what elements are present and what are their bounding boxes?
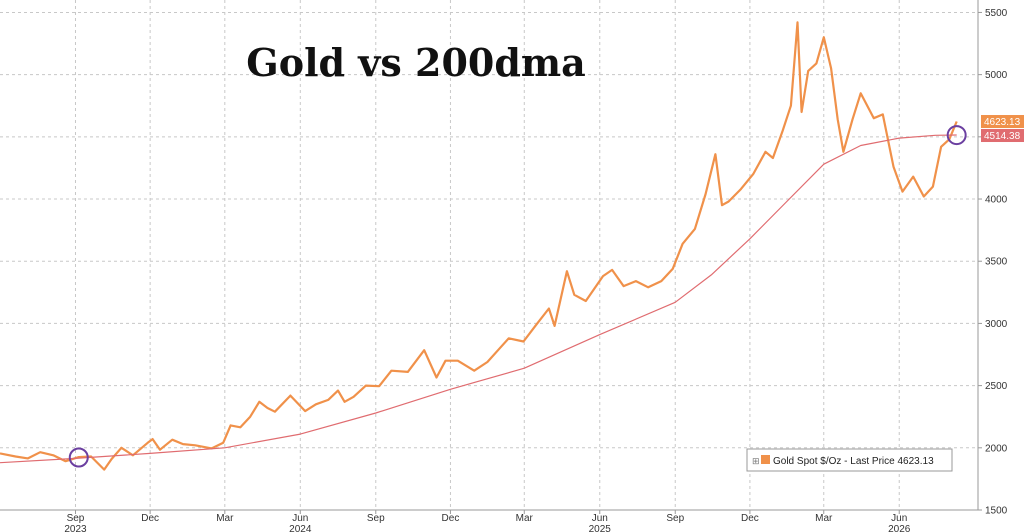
y-tick-label: 3000: [985, 319, 1008, 330]
x-tick-label: Mar: [516, 513, 534, 524]
x-tick-label: Sep: [67, 513, 85, 524]
x-year-label: 2026: [888, 524, 911, 532]
highlight-circle: [946, 125, 967, 146]
series-line-gold_spot: [0, 21, 958, 471]
last-value-label: 4514.38: [984, 131, 1021, 142]
x-tick-label: Sep: [666, 513, 684, 524]
y-tick-labels: 150020002500300035004000450050005500: [978, 8, 1008, 517]
legend-expand-icon[interactable]: ⊞: [752, 456, 760, 466]
series-layer: [0, 21, 958, 471]
annotation-layer: [68, 125, 967, 468]
grid-layer: [0, 0, 978, 511]
y-tick-label: 5000: [985, 70, 1008, 81]
last-value-label: 4623.13: [984, 117, 1021, 128]
x-tick-label: Jun: [592, 513, 608, 524]
x-tick-label: Mar: [216, 513, 234, 524]
y-tick-label: 3500: [985, 257, 1008, 268]
x-tick-label: Dec: [442, 513, 460, 524]
x-year-label: 2024: [289, 524, 312, 532]
y-tick-label: 1500: [985, 506, 1008, 517]
x-tick-label: Jun: [891, 513, 907, 524]
y-tick-label: 4000: [985, 195, 1008, 206]
x-year-label: 2025: [589, 524, 612, 532]
chart-title: Gold vs 200dma: [246, 40, 585, 85]
x-tick-label: Jun: [292, 513, 308, 524]
last-value-badge: [981, 129, 1024, 143]
last-value-badge: [981, 115, 1024, 129]
y-tick-label: 5500: [985, 8, 1008, 19]
legend[interactable]: ⊞ Gold Spot $/Oz - Last Price 4623.13: [746, 448, 953, 472]
series-line-dma200: [0, 134, 957, 464]
legend-label: Gold Spot $/Oz - Last Price 4623.13: [773, 456, 934, 467]
x-tick-label: Dec: [741, 513, 759, 524]
highlight-circle: [68, 447, 89, 468]
plot-background: [0, 0, 978, 510]
y-tick-label: 2000: [985, 443, 1008, 454]
x-tick-label: Sep: [367, 513, 385, 524]
y-tick-label: 2500: [985, 381, 1008, 392]
x-tick-label: Mar: [815, 513, 833, 524]
legend-box: [746, 448, 953, 472]
legend-swatch: [761, 455, 770, 464]
last-value-badges: 4623.13 4514.38: [981, 115, 1024, 143]
x-tick-label: Dec: [141, 513, 159, 524]
x-year-label: 2023: [64, 524, 87, 532]
